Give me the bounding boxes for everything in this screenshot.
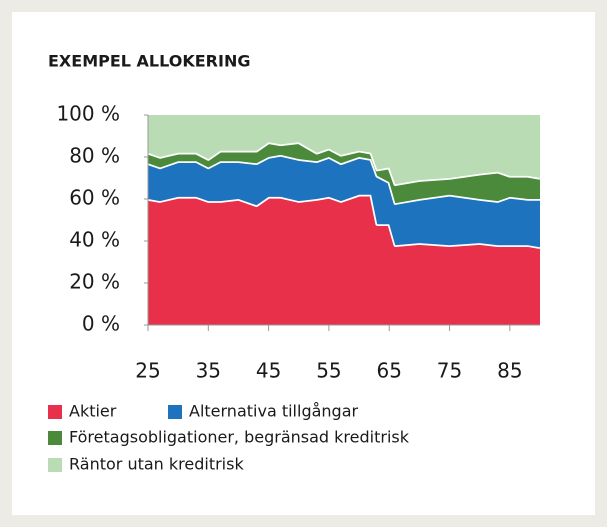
area <box>148 154 540 248</box>
y-tick-label: 0 % <box>82 312 120 336</box>
legend-label: Räntor utan kreditrisk <box>69 455 244 474</box>
y-tick-label: 100 % <box>56 102 120 126</box>
x-tick-label: 25 <box>135 359 160 383</box>
x-tick-label: 35 <box>196 359 221 383</box>
x-tick-label: 45 <box>256 359 281 383</box>
x-tick-label: 55 <box>316 359 341 383</box>
y-tick-label: 80 % <box>69 144 120 168</box>
y-tick-label: 20 % <box>69 270 120 294</box>
chart-title: EXEMPEL ALLOKERING <box>48 52 250 71</box>
legend-swatch <box>168 405 182 419</box>
legend-label: Alternativa tillgångar <box>189 402 359 421</box>
legend-label: Aktier <box>69 402 117 421</box>
legend-label: Företagsobligationer, begränsad kreditri… <box>69 428 410 447</box>
legend-swatch <box>48 405 62 419</box>
y-tick-label: 60 % <box>69 186 120 210</box>
area <box>148 194 540 325</box>
y-tick-label: 40 % <box>69 228 120 252</box>
x-tick-label: 65 <box>377 359 402 383</box>
legend-swatch <box>48 458 62 472</box>
area <box>148 142 540 204</box>
area <box>148 115 540 185</box>
x-tick-label: 85 <box>497 359 522 383</box>
legend-swatch <box>48 431 62 445</box>
x-tick-label: 75 <box>437 359 462 383</box>
